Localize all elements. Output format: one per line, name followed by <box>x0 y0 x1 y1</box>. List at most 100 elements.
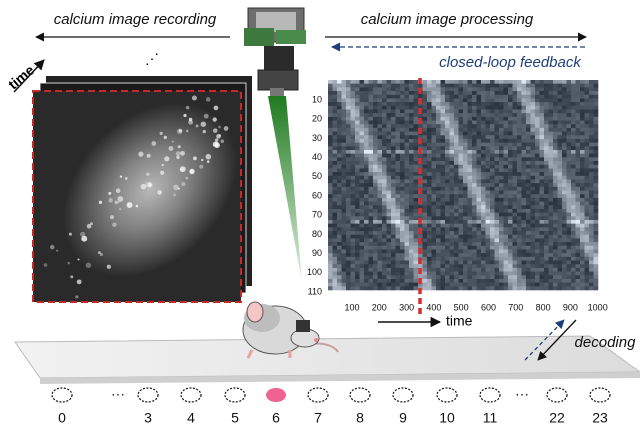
heatmap-cell <box>332 146 338 151</box>
heatmap-cell <box>535 264 540 269</box>
heatmap-cell <box>359 249 365 254</box>
heatmap-cell <box>355 275 360 280</box>
heatmap-cell <box>328 124 333 129</box>
heatmap-cell <box>517 124 522 129</box>
heatmap-cell <box>517 98 522 103</box>
heatmap-cell <box>386 194 392 199</box>
heatmap-cell <box>404 98 410 103</box>
heatmap-cell <box>512 150 518 154</box>
heatmap-cell <box>517 282 522 287</box>
heatmap-cell <box>449 201 455 206</box>
heatmap-cell <box>499 138 504 143</box>
heatmap-cell <box>526 249 531 254</box>
heatmap-cell <box>436 197 441 202</box>
heatmap-cell <box>395 142 401 147</box>
heatmap-cell <box>517 175 522 180</box>
heatmap-cell <box>481 138 486 143</box>
heatmap-cell <box>359 278 365 283</box>
heatmap-cell <box>562 168 567 173</box>
cell-spot <box>117 201 120 204</box>
heatmap-cell <box>395 109 401 114</box>
heatmap-cell <box>481 91 486 96</box>
heatmap-cell <box>530 161 536 166</box>
heatmap-cell <box>526 164 531 169</box>
heatmap-cell <box>490 231 495 236</box>
heatmap-cell <box>571 113 576 118</box>
heatmap-cell <box>449 124 455 129</box>
heatmap-cell <box>404 183 410 188</box>
heatmap-cell <box>427 113 432 118</box>
heatmap-cell <box>517 253 522 258</box>
heatmap-cell <box>467 234 473 239</box>
heatmap-cell <box>431 138 437 143</box>
heatmap-cell <box>571 175 576 180</box>
heatmap-cell <box>368 264 374 269</box>
heatmap-cell <box>521 271 527 276</box>
heatmap-cell <box>521 124 527 129</box>
heatmap-cell <box>557 286 563 291</box>
heatmap-cell <box>337 102 342 107</box>
heatmap-cell <box>458 242 464 247</box>
heatmap-cell <box>346 150 351 154</box>
cell-spot <box>203 113 209 119</box>
heatmap-cell <box>368 275 374 280</box>
heatmap-cell <box>562 135 567 140</box>
heatmap-cell <box>422 142 428 147</box>
heatmap-cell <box>503 146 509 151</box>
heatmap-cell <box>490 150 495 154</box>
heatmap-cell <box>467 183 473 188</box>
heatmap-cell <box>571 260 576 265</box>
heatmap-cell <box>593 208 599 213</box>
heatmap-cell <box>530 197 536 202</box>
heatmap-cell <box>494 113 500 118</box>
heatmap-cell <box>575 157 581 162</box>
heatmap-cell <box>463 102 468 107</box>
heatmap-cell <box>557 87 563 92</box>
heatmap-cell <box>346 83 351 88</box>
heatmap-cell <box>548 164 554 169</box>
heatmap-cell <box>521 161 527 166</box>
heatmap-cell <box>395 116 401 121</box>
heatmap-cell <box>341 253 347 258</box>
heatmap-cell <box>445 194 450 199</box>
heatmap-cell <box>431 175 437 180</box>
heatmap-cell <box>409 146 414 151</box>
heatmap-cell <box>485 175 491 180</box>
heatmap-cell <box>445 220 450 224</box>
heatmap-cell <box>440 91 446 96</box>
heatmap-cell <box>553 264 558 269</box>
heatmap-cell <box>472 87 477 92</box>
heatmap-cell <box>400 164 405 169</box>
heatmap-cell <box>526 127 531 132</box>
cell-spot <box>179 166 186 173</box>
heatmap-cell <box>463 172 468 177</box>
heatmap-cell <box>508 168 513 173</box>
heatmap-cell <box>427 201 432 206</box>
heatmap-cell <box>593 194 599 199</box>
heatmap-cell <box>400 271 405 276</box>
heatmap-cell <box>436 105 441 110</box>
heatmap-cell <box>458 113 464 118</box>
heatmap-cell <box>539 245 545 250</box>
heatmap-cell <box>368 208 374 213</box>
cell-spot <box>56 249 59 252</box>
heatmap-cell <box>413 212 419 217</box>
heatmap-cell <box>494 197 500 202</box>
heatmap-cell <box>557 278 563 283</box>
heatmap-cell <box>530 179 536 184</box>
heatmap-cell <box>350 260 356 265</box>
heatmap-cell <box>368 249 374 254</box>
heatmap-cell <box>400 194 405 199</box>
heatmap-cell <box>562 245 567 250</box>
heatmap-cell <box>422 91 428 96</box>
heatmap-cell <box>575 131 581 136</box>
heatmap-cell <box>350 116 356 121</box>
heatmap-cell <box>535 223 540 228</box>
heatmap-cell <box>485 227 491 232</box>
heatmap-cell <box>517 183 522 188</box>
heatmap-cell <box>521 264 527 269</box>
heatmap-cell <box>530 264 536 269</box>
heatmap-cell <box>589 227 594 232</box>
heatmap-cell <box>463 183 468 188</box>
heatmap-cell <box>512 179 518 184</box>
